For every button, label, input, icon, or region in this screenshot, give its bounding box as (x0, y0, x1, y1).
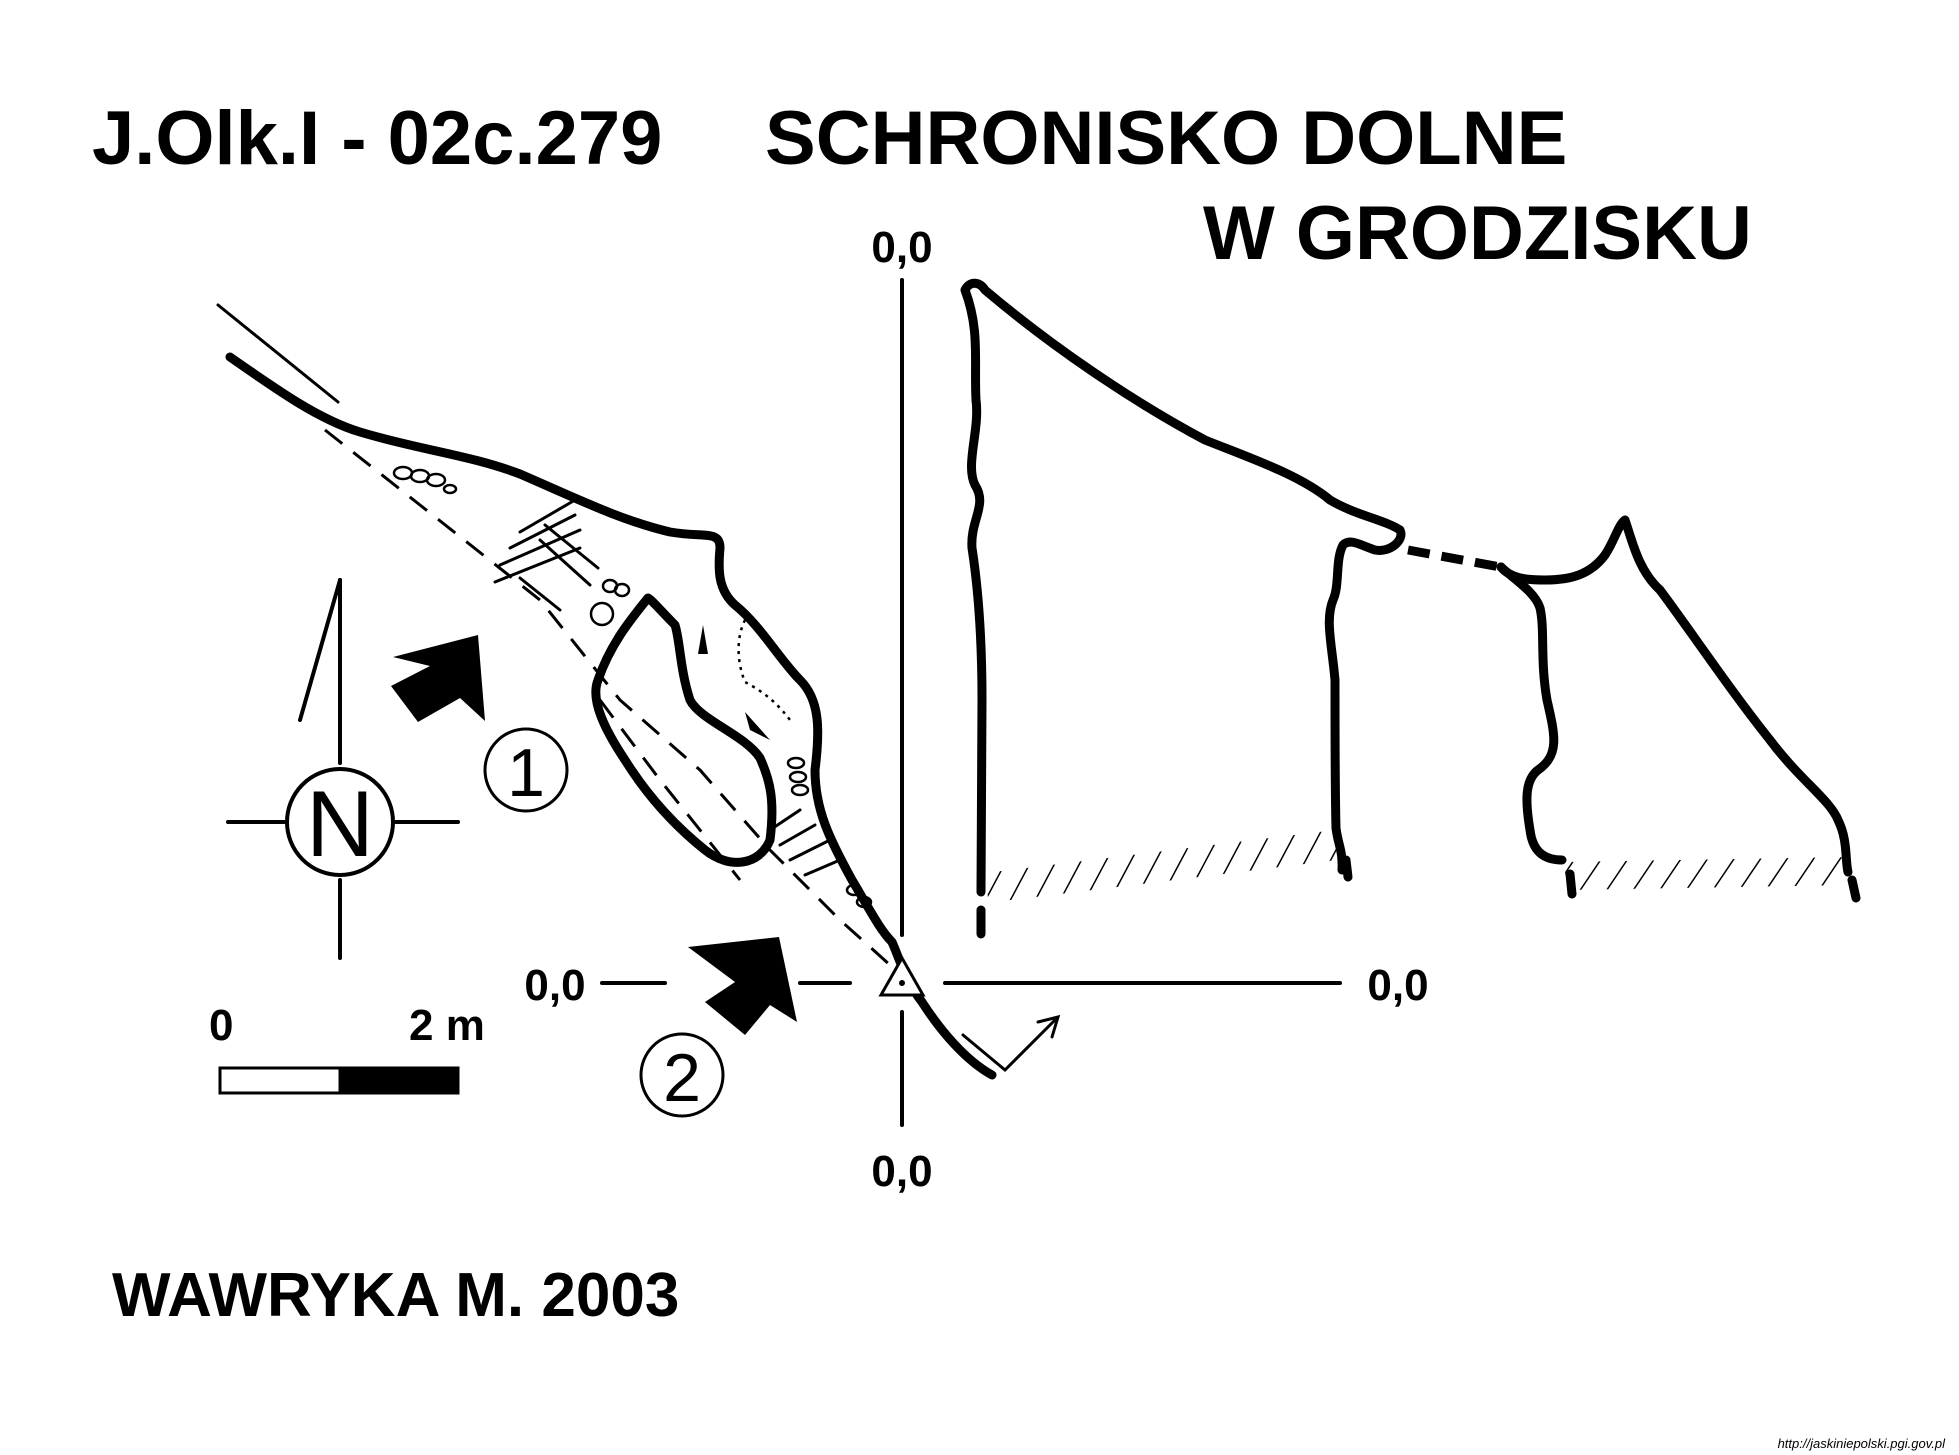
cross-section-right-inner (1496, 562, 1567, 865)
plan-inner-wall (591, 593, 777, 867)
cross-section-link (1407, 545, 1501, 572)
cross-section-left-floor (985, 830, 1339, 903)
svg-text:2: 2 (663, 1040, 701, 1116)
plan-rock-fragments (392, 465, 873, 909)
plan-section-line (324, 428, 892, 967)
scale-bar: 0 2 m (209, 1001, 485, 1095)
axis-label-left: 0,0 (524, 961, 585, 1010)
cross-section-left (960, 278, 1406, 939)
section-marker-2: 2 (639, 1032, 725, 1118)
compass: N (226, 578, 460, 960)
plan-crust-edge (737, 619, 791, 721)
plan-floor-line (598, 699, 742, 881)
scale-end-label: 2 m (409, 1001, 485, 1050)
cave-cross-sections (960, 278, 1861, 939)
compass-north-letter: N (306, 771, 374, 876)
cross-section-right-floor (1565, 857, 1846, 890)
cross-section-right (1496, 515, 1853, 877)
datum-triangle-icon (878, 954, 926, 997)
scale-start-label: 0 (209, 1001, 233, 1050)
cave-name-line2: W GRODZISKU (1203, 191, 1752, 276)
author-credit: WAWRYKA M. 2003 (112, 1261, 679, 1330)
entrance-arrow-icon (688, 937, 797, 1035)
section-marker-1: 1 (483, 727, 569, 813)
source-url: http://jaskiniepolski.pgi.gov.pl (1778, 1436, 1947, 1451)
plan-dripstone-mark (698, 625, 708, 654)
profile-axes: 0,0 0,0 0,0 0,0 (524, 223, 1428, 1196)
plan-flowstone-mark (745, 712, 770, 740)
cave-name-line1: SCHRONISKO DOLNE (765, 96, 1567, 181)
plan-sediment-hatching (493, 498, 842, 877)
plan-outer-wall (225, 352, 997, 1080)
axis-label-right: 0,0 (1367, 961, 1428, 1010)
axis-label-bottom: 0,0 (871, 1147, 932, 1196)
cross-section-left-tail (1341, 855, 1353, 882)
entrance-arrow-icon (391, 635, 485, 722)
cross-section-right-tail (1847, 875, 1861, 903)
cave-code: J.Olk.I - 02c.279 (92, 96, 662, 181)
north-arrow-icon (298, 578, 342, 722)
cave-plan (216, 303, 997, 1080)
section-arrow-icon (961, 1014, 1061, 1073)
svg-text:1: 1 (507, 735, 545, 811)
axis-label-top: 0,0 (871, 223, 932, 272)
plan-rock-line (216, 303, 340, 404)
